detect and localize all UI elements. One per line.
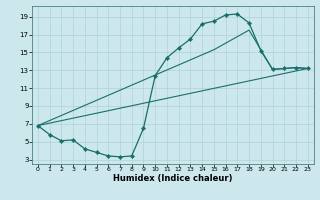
X-axis label: Humidex (Indice chaleur): Humidex (Indice chaleur) — [113, 174, 233, 183]
